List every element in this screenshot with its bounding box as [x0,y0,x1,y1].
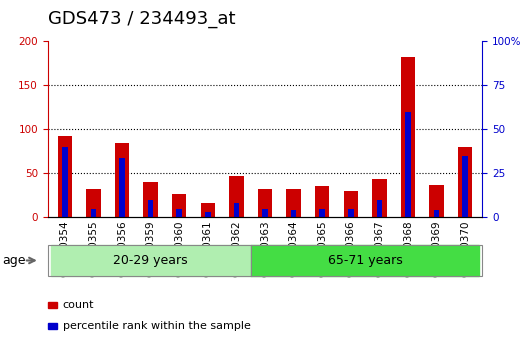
Bar [115,144,129,217]
Bar [172,194,187,217]
Bar [319,208,325,217]
Text: GDS473 / 234493_at: GDS473 / 234493_at [48,10,235,28]
Bar [176,208,182,217]
Bar [458,147,472,217]
Text: percentile rank within the sample: percentile rank within the sample [63,321,250,331]
Bar [434,210,439,217]
Text: count: count [63,300,94,310]
Bar [286,189,301,217]
Bar [372,179,386,217]
Bar [201,203,215,217]
Bar [234,203,239,217]
Bar [429,185,444,217]
Bar [144,182,158,217]
Bar [119,158,125,217]
Text: 65-71 years: 65-71 years [328,254,402,267]
Text: age: age [3,254,26,267]
Bar [258,189,272,217]
Bar [205,212,210,217]
Bar [405,112,411,217]
Bar [58,136,72,217]
Bar [315,186,329,217]
Bar [291,210,296,217]
Bar [376,200,382,217]
Bar [148,200,154,217]
Bar [91,208,96,217]
Bar [262,208,268,217]
Bar [62,147,68,217]
Bar [229,176,244,217]
Bar [343,191,358,217]
Bar [401,57,415,217]
Text: 20-29 years: 20-29 years [113,254,188,267]
Bar [462,156,468,217]
Bar [348,208,354,217]
Bar [86,189,101,217]
